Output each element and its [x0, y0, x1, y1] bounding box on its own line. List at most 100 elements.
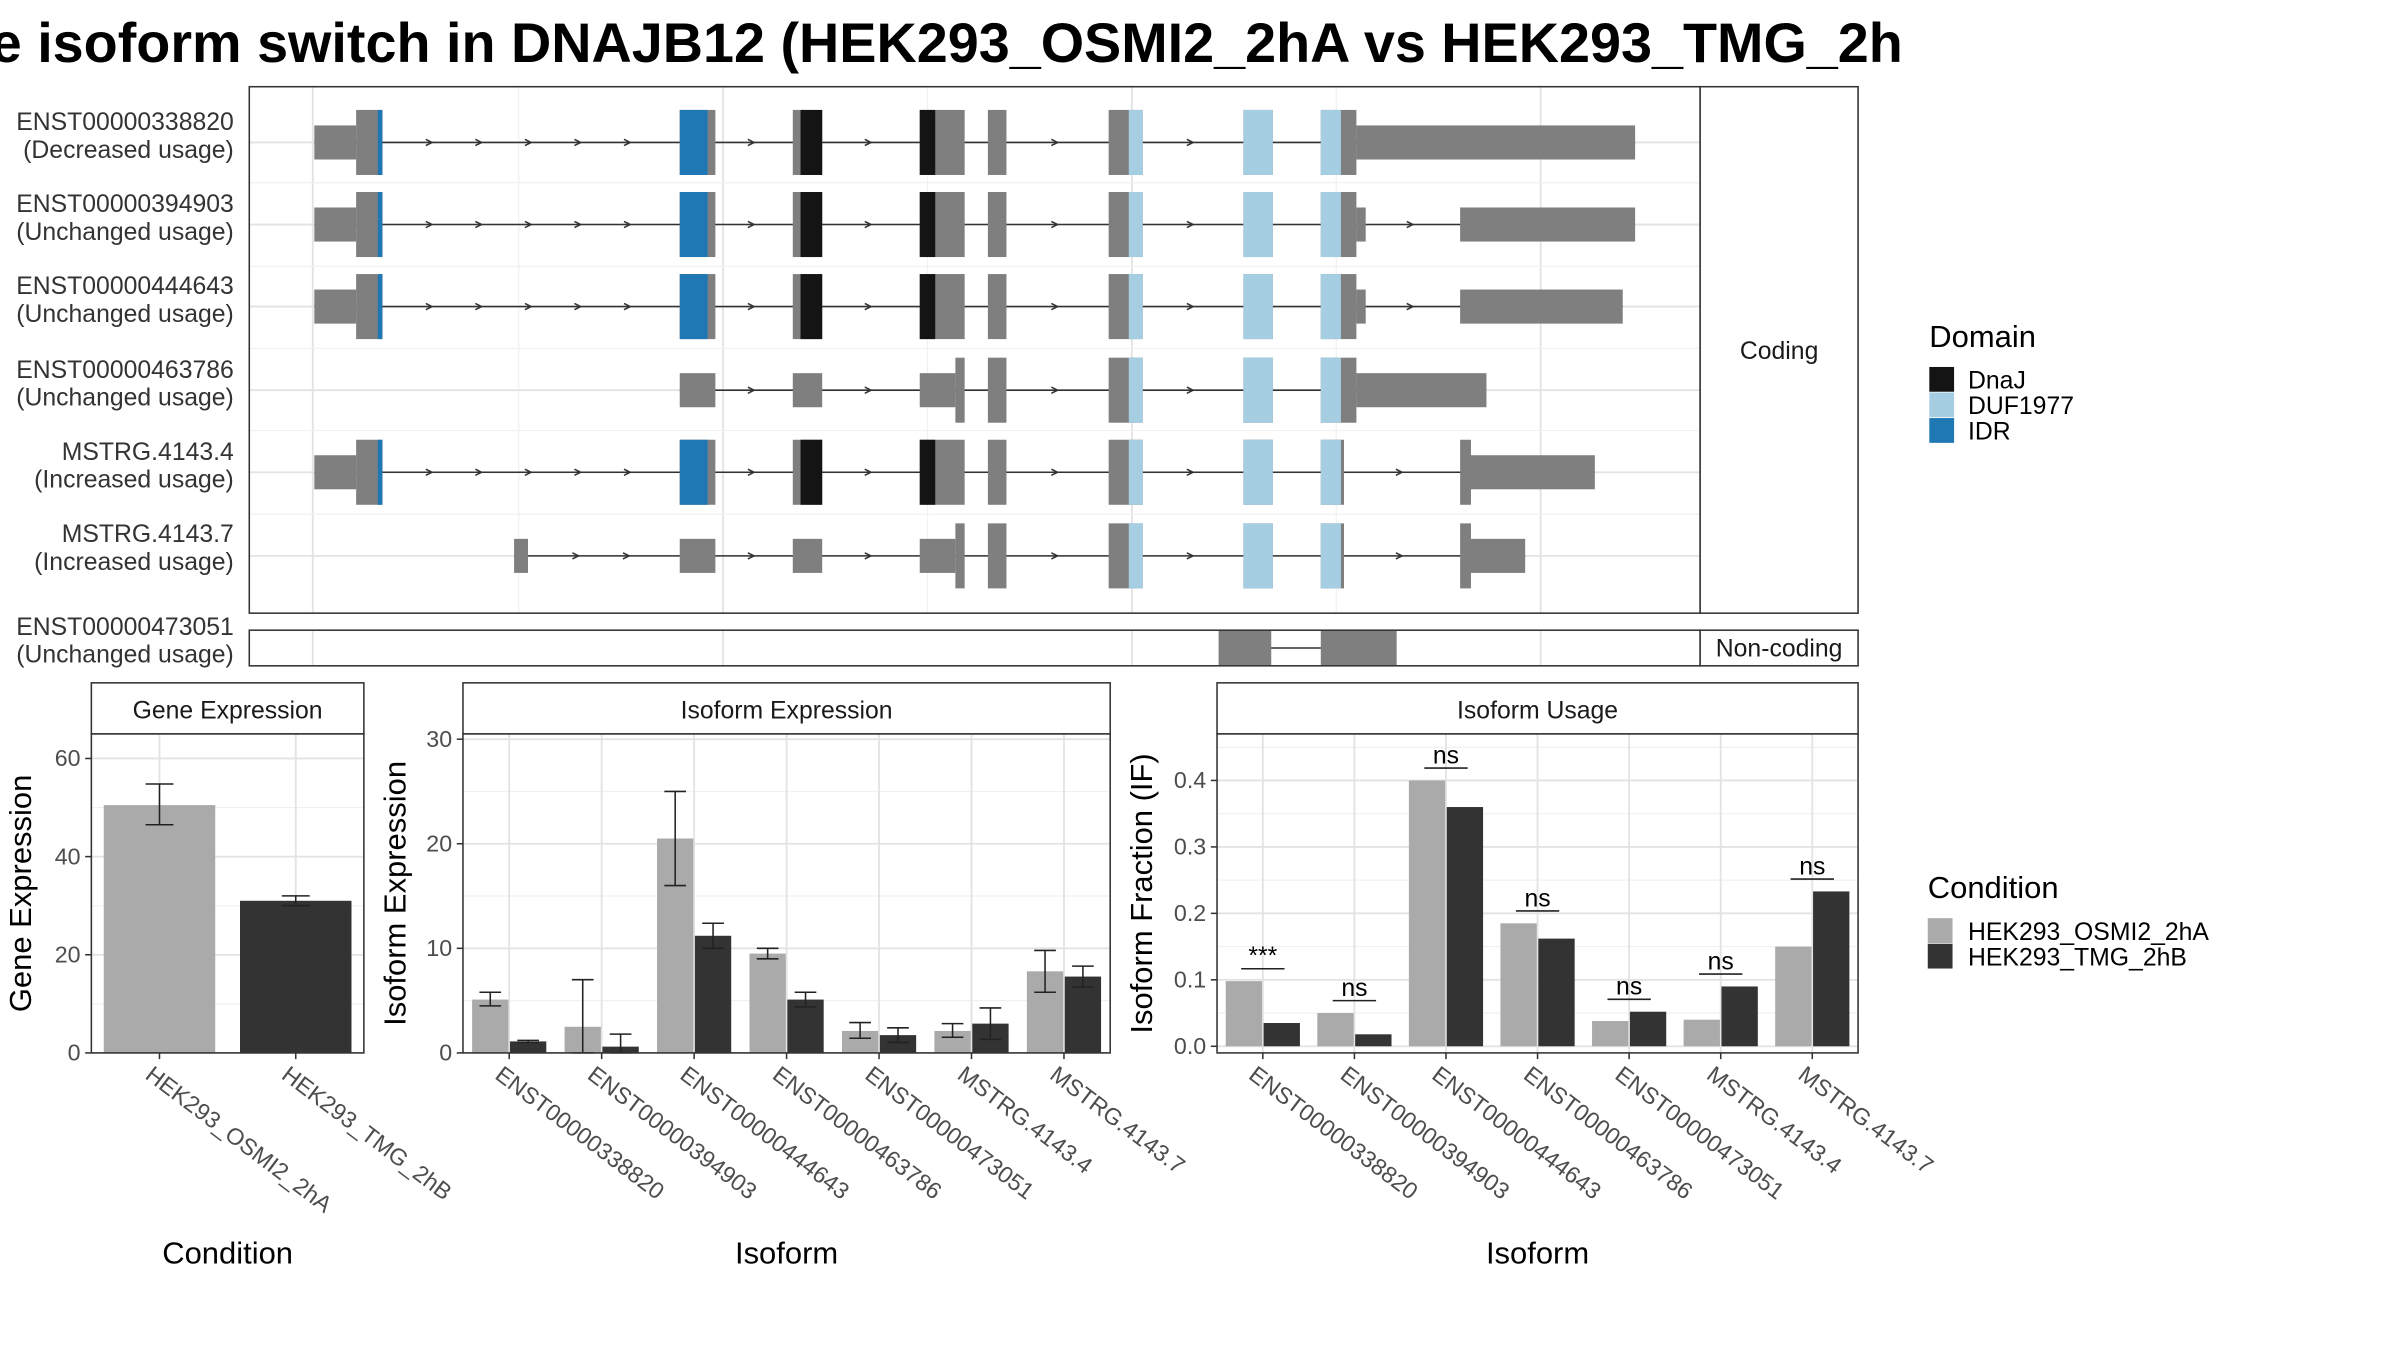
bar: [472, 999, 509, 1053]
strand-arrow: [1186, 302, 1195, 311]
bar: [1263, 1023, 1300, 1047]
exon-block: [1356, 125, 1636, 160]
transcript-track: [314, 274, 1623, 340]
condition-legend-swatch: [1927, 918, 1953, 943]
y-axis-title: Isoform Fraction (IF): [1124, 753, 1159, 1033]
domain-legend-swatch: [1929, 418, 1955, 443]
isoform-usage-label: (Unchanged usage): [16, 301, 234, 328]
domain-idr-block: [679, 274, 708, 340]
strand-arrow: [1051, 138, 1060, 147]
exon-block: [1320, 630, 1397, 666]
strand-arrow: [623, 138, 632, 147]
x-tick-label: ENST00000394903: [1336, 1061, 1515, 1205]
x-tick-label: ENST00000338820: [491, 1061, 670, 1205]
bar: [1721, 986, 1758, 1047]
exon-block: [314, 289, 357, 324]
domain-idr-block: [679, 192, 708, 258]
exon-block: [1460, 289, 1623, 324]
significance-label: ns: [1433, 742, 1459, 769]
y-tick-label: 0.1: [1174, 967, 1206, 993]
strand-arrow: [747, 138, 756, 147]
strand-arrow: [475, 302, 484, 311]
chart-frame: [90, 733, 365, 1054]
exon-block: [987, 192, 1007, 258]
strand-arrow: [747, 220, 756, 229]
domain-legend-title: Domain: [1929, 319, 2036, 354]
noncoding-strip-label: Non-coding: [1716, 636, 1843, 663]
isoform-id-label: ENST00000338820: [16, 109, 234, 136]
exon-block: [987, 109, 1007, 175]
exon-block: [1356, 373, 1487, 408]
x-tick-label: ENST00000394903: [583, 1061, 762, 1205]
isoform-usage-chart: Isoform Usage *** ns ns ns ns ns ns 0.0 0.1 0.2 0.3…: [1124, 682, 1938, 1270]
x-tick-label: ENST00000463786: [1519, 1061, 1698, 1205]
exon-block: [792, 373, 823, 408]
exon-block: [1356, 207, 1366, 242]
domain-duf1977-block: [1243, 357, 1273, 423]
exon-block: [1470, 455, 1595, 490]
domain-idr-block: [679, 439, 708, 505]
transcript-track: [314, 109, 1636, 175]
domain-idr-block: [377, 274, 383, 340]
exon-block: [987, 274, 1007, 340]
condition-legend-label: HEK293_TMG_2hB: [1968, 944, 2187, 971]
y-tick-label: 0.4: [1174, 767, 1206, 793]
strand-arrow: [572, 552, 581, 560]
strand-arrow: [425, 468, 434, 477]
bar: [1592, 1021, 1629, 1047]
exon-block: [314, 125, 357, 160]
strand-arrow: [1186, 220, 1195, 229]
chart-strip-box: [462, 682, 1111, 735]
bar: [1317, 1013, 1354, 1047]
strand-arrow: [524, 138, 533, 147]
isoform-labels: ENST00000338820(Decreased usage) ENST0000…: [16, 109, 234, 669]
significance-label: ns: [1524, 885, 1550, 912]
exon-block: [1460, 207, 1636, 242]
gene-expression-chart: Gene Expression0204060HEK293_OSMI2_2hAHE…: [3, 682, 457, 1270]
exon-block: [1356, 289, 1366, 324]
exon-block: [1470, 538, 1526, 573]
domain-legend-label: IDR: [1968, 419, 2011, 446]
strand-arrow: [524, 302, 533, 311]
significance-label: ns: [1708, 948, 1734, 975]
domain-dnaj-block: [919, 274, 936, 340]
domain-duf1977-block: [1128, 109, 1143, 175]
strand-arrow: [574, 468, 583, 477]
domain-idr-block: [377, 192, 383, 258]
x-tick-label: ENST00000444643: [676, 1061, 855, 1205]
strand-arrow: [425, 138, 434, 147]
y-tick-label: 0.2: [1174, 900, 1206, 926]
domain-dnaj-block: [919, 109, 936, 175]
transcript-track: [1218, 630, 1397, 666]
isoform-usage-label: (Unchanged usage): [16, 385, 234, 412]
transcript-track: [314, 439, 1595, 505]
condition-legend-swatch: [1927, 943, 1953, 969]
domain-idr-block: [377, 109, 383, 175]
domain-duf1977-block: [1243, 109, 1273, 175]
domain-legend-swatch: [1929, 366, 1955, 392]
noncoding-strip-box: [1699, 629, 1859, 667]
domain-dnaj-block: [919, 192, 936, 258]
x-axis-title: Isoform: [735, 1235, 838, 1270]
strand-arrow: [623, 302, 632, 311]
noncoding-panel-background: [249, 630, 1701, 666]
strand-arrow: [475, 138, 484, 147]
bar: [787, 999, 824, 1053]
y-tick-label: 40: [55, 843, 81, 869]
domain-dnaj-block: [800, 192, 823, 258]
strand-arrow: [1406, 220, 1415, 229]
strand-arrow: [864, 220, 873, 229]
strand-arrow: [425, 302, 434, 311]
strand-arrow: [425, 220, 434, 229]
isoform-id-label: ENST00000444643: [16, 273, 234, 300]
domain-duf1977-block: [1128, 523, 1143, 589]
domain-duf1977-block: [1320, 274, 1341, 340]
strand-arrow: [1395, 552, 1404, 560]
coding-strip-box: [1699, 85, 1859, 614]
y-tick-label: 0: [68, 1040, 81, 1066]
